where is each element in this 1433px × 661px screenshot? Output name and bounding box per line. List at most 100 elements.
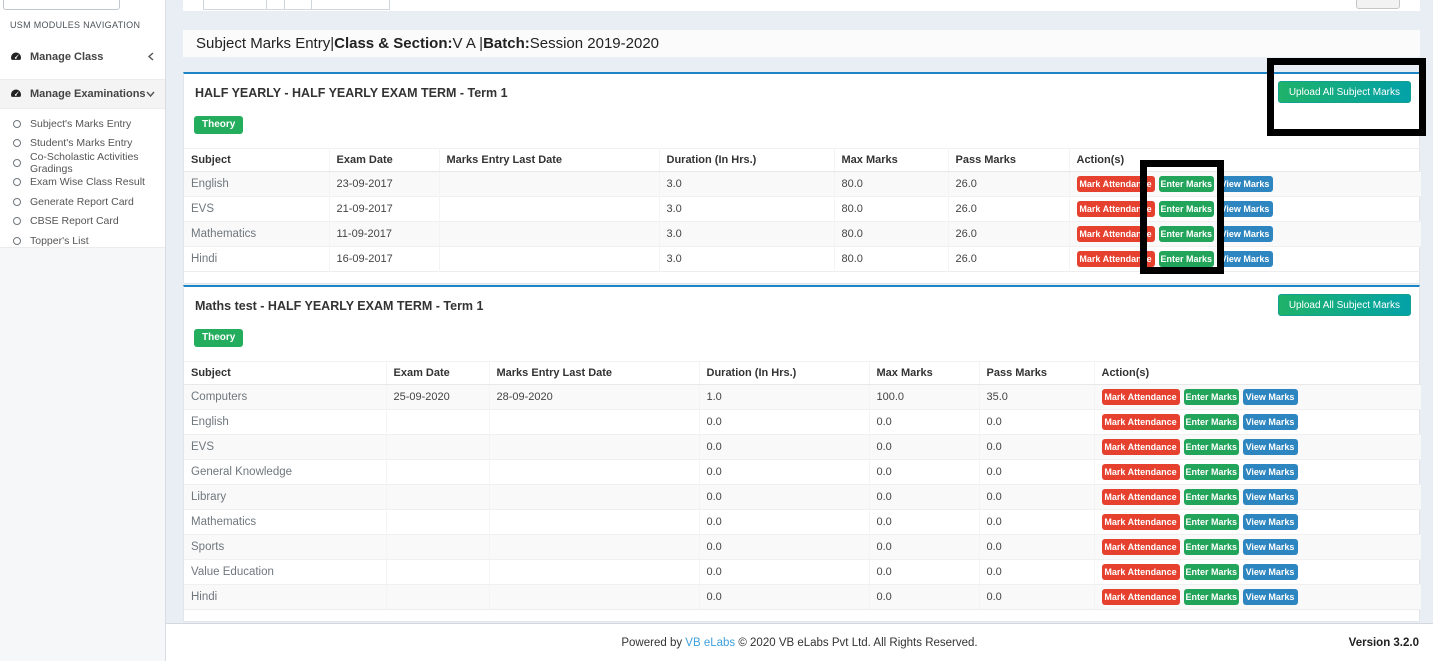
upload-all-subject-marks-button[interactable]: Upload All Subject Marks (1277, 81, 1411, 103)
cell: Computers (184, 384, 386, 410)
cell: 0.0 (978, 459, 1094, 485)
mark-attendance-button[interactable]: Mark Attendance (1101, 464, 1180, 480)
chevron-left-icon (147, 52, 155, 61)
view-marks-button[interactable]: View Marks (1242, 589, 1298, 605)
view-marks-button[interactable]: View Marks (1242, 539, 1298, 555)
mark-attendance-button[interactable]: Mark Attendance (1076, 251, 1155, 267)
cell: 0.0 (698, 584, 869, 610)
view-marks-button[interactable]: View Marks (1242, 514, 1298, 530)
theory-badge: Theory (194, 116, 244, 134)
enter-marks-button[interactable]: Enter Marks (1183, 464, 1239, 480)
view-marks-button[interactable]: View Marks (1242, 564, 1298, 580)
circle-icon (13, 158, 21, 167)
enter-marks-button[interactable]: Enter Marks (1158, 251, 1214, 267)
mark-attendance-button[interactable]: Mark Attendance (1076, 226, 1155, 242)
cell: 3.0 (658, 171, 834, 197)
cell: Library (184, 484, 386, 510)
sidebar-item-label: Co-Scholastic Activities Gradings (30, 150, 139, 175)
sidebar-item-cbse-report-card[interactable]: CBSE Report Card (0, 212, 165, 232)
enter-marks-button[interactable]: Enter Marks (1158, 201, 1214, 217)
cell (385, 409, 489, 435)
table-row: Value Education 0.0 0.0 0.0 Mark Attendance E… (184, 559, 1421, 585)
cell: 28-09-2020 (488, 384, 699, 410)
cell (385, 584, 489, 610)
sidebar-item-co-scholastic-gradings[interactable]: Co-Scholastic Activities Gradings (0, 150, 165, 175)
actions-cell: Mark Attendance Enter Marks View Marks (1093, 434, 1421, 460)
mark-attendance-button[interactable]: Mark Attendance (1076, 201, 1155, 217)
sidebar-item-manage-class[interactable]: Manage Class (0, 43, 165, 70)
circle-icon (13, 197, 21, 206)
enter-marks-button[interactable]: Enter Marks (1183, 414, 1239, 430)
view-marks-button[interactable]: View Marks (1217, 176, 1273, 192)
mark-attendance-button[interactable]: Mark Attendance (1076, 176, 1155, 192)
view-marks-button[interactable]: View Marks (1242, 489, 1298, 505)
sidebar-item-label: Generate Report Card (30, 195, 134, 208)
enter-marks-button[interactable]: Enter Marks (1183, 564, 1239, 580)
cell: 0.0 (978, 509, 1094, 535)
view-marks-button[interactable]: View Marks (1242, 439, 1298, 455)
sidebar-item-manage-examinations[interactable]: Manage Examinations (0, 79, 165, 109)
column-header: Max Marks (833, 148, 948, 172)
truncated-toolbar-button[interactable] (1356, 0, 1400, 9)
dashboard-icon (10, 88, 22, 100)
sidebar-empty-area (0, 247, 165, 661)
view-marks-button[interactable]: View Marks (1242, 414, 1298, 430)
subject-marks-table: Subject Exam Date Marks Entry Last Date Dur… (184, 361, 1421, 610)
cell: 16-09-2017 (328, 246, 439, 272)
cell: 3.0 (658, 246, 834, 272)
version-label: Version 3.2.0 (1348, 636, 1419, 649)
vb-elabs-link[interactable]: VB eLabs (685, 636, 736, 649)
sidebar-search-input[interactable] (3, 0, 120, 10)
sidebar-item-label: Manage Examinations (30, 88, 146, 100)
exam-card-title: Maths test - HALF YEARLY EXAM TERM - Ter… (195, 299, 484, 313)
view-marks-button[interactable]: View Marks (1217, 201, 1273, 217)
sidebar-item-toppers-list[interactable]: Topper's List (0, 231, 165, 251)
enter-marks-button[interactable]: Enter Marks (1158, 176, 1214, 192)
column-header: Duration (In Hrs.) (658, 148, 834, 172)
column-header: Marks Entry Last Date (438, 148, 659, 172)
mark-attendance-button[interactable]: Mark Attendance (1101, 389, 1180, 405)
view-marks-button[interactable]: View Marks (1217, 251, 1273, 267)
enter-marks-button[interactable]: Enter Marks (1183, 514, 1239, 530)
sidebar-item-exam-wise-class-result[interactable]: Exam Wise Class Result (0, 173, 165, 193)
table-row: Sports 0.0 0.0 0.0 Mark Attendance Enter Mark… (184, 534, 1421, 560)
mark-attendance-button[interactable]: Mark Attendance (1101, 414, 1180, 430)
view-marks-button[interactable]: View Marks (1217, 226, 1273, 242)
sidebar-item-generate-report-card[interactable]: Generate Report Card (0, 192, 165, 212)
column-header: Pass Marks (978, 361, 1094, 385)
mark-attendance-button[interactable]: Mark Attendance (1101, 514, 1180, 530)
cell: 0.0 (978, 409, 1094, 435)
circle-icon (13, 119, 21, 128)
mark-attendance-button[interactable]: Mark Attendance (1101, 439, 1180, 455)
mark-attendance-button[interactable]: Mark Attendance (1101, 539, 1180, 555)
truncated-top-panel (183, 0, 1420, 11)
sidebar-item-students-marks-entry[interactable]: Student's Marks Entry (0, 134, 165, 154)
upload-all-subject-marks-button[interactable]: Upload All Subject Marks (1277, 294, 1411, 316)
enter-marks-button[interactable]: Enter Marks (1183, 489, 1239, 505)
view-marks-button[interactable]: View Marks (1242, 389, 1298, 405)
cell (488, 559, 699, 585)
mark-attendance-button[interactable]: Mark Attendance (1101, 489, 1180, 505)
enter-marks-button[interactable]: Enter Marks (1183, 589, 1239, 605)
exam-card-maths-test: Maths test - HALF YEARLY EXAM TERM - Ter… (183, 285, 1421, 622)
enter-marks-button[interactable]: Enter Marks (1183, 539, 1239, 555)
cell (385, 534, 489, 560)
enter-marks-button[interactable]: Enter Marks (1183, 389, 1239, 405)
column-header: Subject (184, 148, 329, 172)
cell: 0.0 (698, 534, 869, 560)
mark-attendance-button[interactable]: Mark Attendance (1101, 589, 1180, 605)
cell: 0.0 (698, 484, 869, 510)
main-content: Subject Marks Entry| Class & Section: V A … (166, 0, 1433, 661)
column-header: Marks Entry Last Date (488, 361, 699, 385)
enter-marks-button[interactable]: Enter Marks (1158, 226, 1214, 242)
circle-icon (13, 217, 21, 226)
cell (438, 246, 659, 272)
sidebar-item-subjects-marks-entry[interactable]: Subject's Marks Entry (0, 114, 165, 134)
cell: 80.0 (833, 196, 948, 222)
enter-marks-button[interactable]: Enter Marks (1183, 439, 1239, 455)
actions-cell: Mark Attendance Enter Marks View Marks (1093, 409, 1421, 435)
cell: 0.0 (868, 409, 979, 435)
mark-attendance-button[interactable]: Mark Attendance (1101, 564, 1180, 580)
view-marks-button[interactable]: View Marks (1242, 464, 1298, 480)
cell (488, 509, 699, 535)
